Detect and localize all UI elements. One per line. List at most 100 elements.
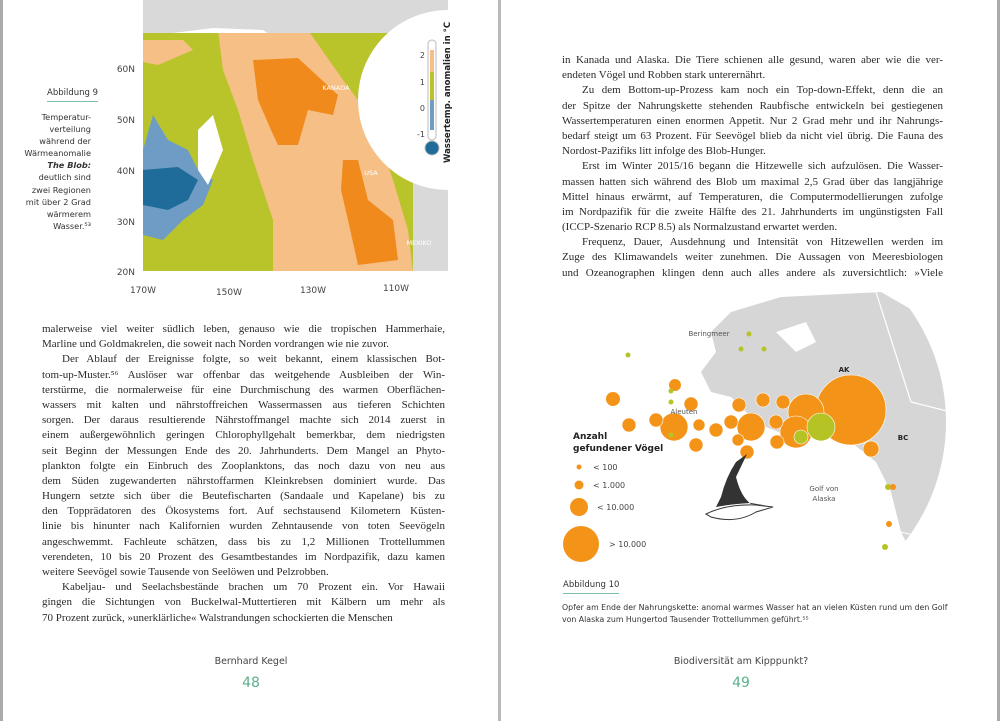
caption-line: Temperatur- (41, 112, 91, 122)
page-number: 49 (732, 675, 750, 691)
text-line: wassers mit kalten und nährstoffreichen … (42, 398, 445, 411)
text-line: plankton folgte ein Einbruch des Zooplan… (42, 459, 445, 472)
temperature-anomaly-map: 60N 50N 40N 30N 20N 170W 150W 130W 110W … (117, 0, 458, 301)
legend-item: < 100 (593, 463, 618, 472)
caption-line: The Blob: (47, 160, 91, 171)
legend-item: < 1.000 (593, 481, 625, 490)
legend-tick: 2 (420, 51, 425, 60)
map-label: Aleuten (671, 408, 698, 416)
caption-line: zwei Regionen (31, 184, 91, 195)
text-line: dem Süden zugewanderten nährstoffarmen K… (42, 474, 445, 487)
caption-line: wärmerem (46, 208, 91, 219)
region-label: MEXIKO (406, 239, 431, 247)
region-label: KANADA (322, 84, 350, 92)
text-line: seit Beginn der Messungen Ende des 20. J… (42, 444, 445, 457)
text-line: Nordost-Pazifiks litt infolge des Blob-H… (562, 145, 766, 158)
text-line: Hungern setzte sich über die Beutefischa… (42, 490, 445, 503)
lat-tick: 20N (117, 268, 135, 278)
text-line: gingen die Sichtungen von Buckelwal-Mutt… (42, 596, 445, 609)
longitude-ticks: 170W 150W 130W 110W (130, 284, 409, 298)
text-line: Erst im Winter 2015/16 begann die Hitzew… (582, 160, 943, 173)
murre-bird-icon (704, 454, 774, 521)
text-line: verendeten, 10 bis 20 Prozent des Gesamt… (42, 550, 445, 563)
text-line: den Topprädatoren des Ökosystems fort. A… (42, 505, 445, 518)
figure-label: Abbildung 9 (47, 88, 99, 102)
lon-tick: 130W (300, 286, 326, 296)
text-line: in Kanada und Alaska. Die Tiere schienen… (562, 54, 943, 66)
caption-line: deutlich sind (38, 172, 91, 183)
caption-line: von Alaska zum Hungertod Tausender Trott… (562, 615, 809, 625)
legend-tick: 0 (420, 104, 425, 113)
lat-tick: 40N (117, 167, 135, 177)
text-line: (ICCP-Szenario RCP 8.5) als Normalzustan… (562, 221, 838, 234)
text-line: Frequenz, Dauer, Ausdehnung und Intensit… (582, 236, 943, 249)
body-text: in Kanada und Alaska. Die Tiere schienen… (562, 53, 943, 281)
figure-caption: Opfer am Ende der Nahrungskette: anomal … (562, 602, 962, 626)
caption-line: verteilung (49, 124, 91, 135)
right-page: in Kanada und Alaska. Die Tiere schienen… (501, 0, 1000, 721)
map-label: Golf von (809, 485, 838, 493)
hot-zone-north (253, 58, 338, 145)
legend-tick: 1 (420, 78, 425, 87)
latitude-ticks: 60N 50N 40N 30N 20N (117, 65, 135, 278)
lat-tick: 50N (117, 116, 135, 126)
text-line: Zu dem Bottom-up-Prozess kam noch ein To… (582, 84, 943, 97)
lon-tick: 170W (130, 286, 156, 296)
lat-tick: 60N (117, 65, 135, 75)
text-line: endeten Vögel und Robben stark unterernä… (562, 69, 766, 82)
text-line: Zuge des Klimawandels weiter zunehmen. D… (562, 251, 943, 264)
body-text: malerweise viel weiter südlich leben, ge… (42, 322, 445, 626)
legend-title: Anzahl (573, 432, 607, 442)
map-label: AK (839, 366, 850, 374)
text-line: 70 Prozent zurück, »unerklärliche« Walst… (42, 611, 393, 624)
caption-line: mit über 2 Grad (25, 196, 91, 207)
text-line: angeschwemmt. Fachleute schätzen, dass b… (42, 535, 445, 548)
size-legend: Anzahl gefundener Vögel < 100 < 1.000 < … (563, 432, 663, 562)
lon-tick: 150W (216, 288, 242, 298)
thermometer-legend: 2 1 0 -1 Wassertemp. anomalien in °C (417, 22, 453, 163)
page-number: 48 (242, 675, 260, 691)
legend-title: gefundener Vögel (573, 444, 663, 454)
map-label: Beringmeer (688, 330, 729, 338)
land-alaska-canada (701, 292, 946, 582)
cold-core-zone (143, 167, 198, 210)
text-line: Kabeljau- und Seelachsbestände brachen u… (62, 581, 445, 594)
text-line: linie bis hinunter nach Kalifornien wurd… (42, 520, 445, 533)
dead-birds-map: Beringmeer Aleuten Golf von Alaska AK BC… (563, 292, 946, 582)
running-footer-author: Bernhard Kegel (214, 656, 288, 667)
figure-caption: Temperatur- verteilung während der Wärme… (13, 111, 91, 232)
text-line: terstürme, die normalerweise für eine Du… (42, 383, 445, 396)
text-line: der Spitze der Nahrungskette stehenden R… (562, 99, 943, 112)
left-page: 60N 50N 40N 30N 20N 170W 150W 130W 110W … (0, 0, 498, 721)
lon-tick: 110W (383, 284, 409, 294)
hot-zone-south (341, 160, 398, 265)
text-line: tom-up-Muster.⁵⁶ Auslöser war offenbar d… (42, 368, 445, 381)
legend-item: < 10.000 (597, 503, 634, 512)
text-line: im Nordpazifik für die zweite Hälfte des… (562, 205, 943, 218)
caption-line: Opfer am Ende der Nahrungskette: anomal … (562, 603, 948, 612)
text-line: weitere Seevögel sowie Tausende von Seel… (42, 566, 329, 578)
observation-points (606, 331, 896, 550)
caption-line: während der (39, 136, 91, 147)
text-line: malerweise viel weiter südlich leben, ge… (42, 323, 445, 335)
legend-tick: -1 (417, 130, 425, 139)
text-line: einem außergewöhnlich geringen Chlorophy… (42, 429, 445, 442)
text-line: Mittel hinaus erwärmt, auf Temperaturen,… (562, 190, 943, 203)
legend-item: > 10.000 (609, 540, 646, 549)
figure-label: Abbildung 10 (563, 580, 620, 594)
text-line: Wassertemperaturen einen enormen Appetit… (562, 114, 943, 127)
lat-tick: 30N (117, 218, 135, 228)
running-footer-title: Biodiversität am Kipppunkt? (673, 656, 809, 667)
caption-line: Wärmeanomalie (24, 148, 91, 159)
caption-line: Wasser.⁵³ (53, 220, 91, 231)
text-line: und Ozeanographen klingen denn auch alle… (562, 266, 943, 279)
map-label: BC (898, 434, 908, 442)
text-line: Der Ablauf der Ereignisse folgte, so wei… (62, 353, 445, 366)
region-label: USA (364, 169, 378, 177)
text-line: sorgen. Der daraus resultierende Nährsto… (42, 414, 445, 427)
text-line: bedarf steigt um 63 Prozent. Für Seevöge… (562, 129, 943, 142)
map-label: Alaska (813, 495, 836, 503)
text-line: massen hatten sich während des Blob um m… (562, 175, 943, 188)
legend-title: Wassertemp. anomalien in °C (443, 22, 453, 163)
text-line: Marline und Goldmakrelen, die soweit nac… (42, 338, 390, 351)
